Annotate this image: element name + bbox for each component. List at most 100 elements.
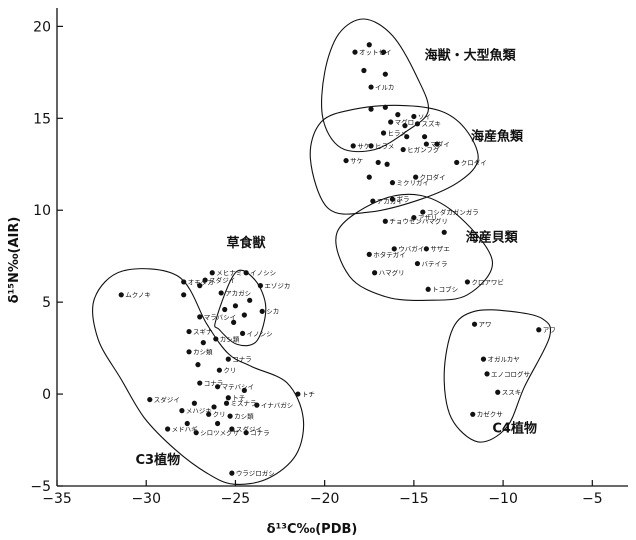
point-label: トチ <box>232 394 245 402</box>
group-outlines <box>92 18 552 485</box>
point-label: スギナ <box>193 328 213 336</box>
data-point <box>147 396 153 403</box>
group-label: 海獣・大型魚類 <box>425 47 517 63</box>
y-tick-label: 10 <box>33 203 51 219</box>
data-point <box>225 395 231 401</box>
data-point <box>186 349 192 355</box>
point-label: マラバシイ <box>204 313 236 321</box>
data-point <box>375 159 381 166</box>
point-label: トコブシ <box>432 285 458 294</box>
data-point <box>229 426 235 432</box>
point-label: コナラ <box>250 429 269 437</box>
point-label: スダジイ <box>209 275 235 284</box>
data-point <box>404 134 410 140</box>
data-point <box>186 328 192 335</box>
group-outline <box>214 269 267 347</box>
data-point <box>420 209 426 215</box>
data-point <box>471 321 478 327</box>
point-label: カシ類 <box>220 334 240 343</box>
point-label: ミクリガイ <box>396 178 429 187</box>
point-label: バテイラ <box>421 260 447 268</box>
x-tick-label: −35 <box>42 491 72 507</box>
data-point <box>184 420 190 427</box>
point-label: ボラ <box>396 196 409 204</box>
data-point <box>193 430 199 436</box>
data-point <box>372 270 378 276</box>
data-point <box>413 174 419 180</box>
point-label: トチ <box>302 390 315 398</box>
point-label: メヒナミ <box>216 269 242 277</box>
group-label: 海産貝類 <box>466 229 519 245</box>
data-point <box>231 319 237 325</box>
data-point <box>536 327 542 333</box>
point-label: オモダカ <box>188 277 214 286</box>
data-point <box>181 279 187 285</box>
point-label: アワ <box>543 326 556 334</box>
data-point <box>380 130 387 136</box>
data-point <box>181 292 187 298</box>
x-tick-label: −30 <box>131 491 161 507</box>
y-tick-label: 20 <box>33 19 51 35</box>
data-point <box>241 312 247 318</box>
data-point <box>423 246 429 252</box>
data-point <box>395 112 401 118</box>
point-label: ヒガンフグ <box>407 145 440 154</box>
data-point <box>470 411 476 417</box>
point-label: ススキ <box>502 389 521 397</box>
point-label: アカガイ <box>377 196 403 205</box>
y-axis-label: δ¹⁵N‰(AIR) <box>7 217 22 304</box>
data-point <box>222 306 228 313</box>
data-point <box>389 196 396 202</box>
data-point <box>382 104 388 110</box>
point-label: マテバシイ <box>222 383 255 391</box>
point-label: クロアワビ <box>471 277 504 286</box>
point-label: シロツメグサ <box>200 428 239 437</box>
y-tick-label: −5 <box>30 479 51 495</box>
data-point <box>425 286 431 292</box>
data-point <box>421 134 428 140</box>
data-point <box>380 49 387 55</box>
data-point <box>247 297 253 303</box>
data-point <box>366 42 372 48</box>
data-point <box>382 218 388 224</box>
point-label: コナラ <box>232 356 252 364</box>
point-label: メハジキ <box>186 407 212 415</box>
data-point <box>368 84 374 90</box>
data-point <box>414 260 421 267</box>
data-point <box>206 411 212 417</box>
data-point <box>211 404 217 410</box>
point-label: ミズナラ <box>231 399 257 408</box>
data-point <box>411 113 417 120</box>
point-label: カゼクサ <box>477 410 503 419</box>
data-point <box>391 246 397 252</box>
data-point <box>232 303 239 309</box>
point-label: ホタテガイ <box>373 250 406 259</box>
data-point <box>202 277 208 283</box>
data-point <box>179 408 185 414</box>
x-axis-label: δ¹³C‰(PDB) <box>267 522 358 537</box>
point-label: スダジイ <box>236 424 262 433</box>
x-tick-label: −25 <box>221 491 251 507</box>
point-label: アサリ <box>418 214 438 222</box>
point-label: マグロ <box>395 117 415 126</box>
data-point <box>225 356 231 362</box>
point-label: メドハギ <box>172 425 199 433</box>
data-point <box>213 336 219 342</box>
y-tick-label: 5 <box>42 295 51 311</box>
data-point <box>400 146 406 153</box>
point-label: マダイ <box>430 139 450 148</box>
data-point <box>243 270 249 276</box>
data-point <box>165 426 171 432</box>
point-label: チョウセンハマグリ <box>389 217 448 226</box>
y-tick-label: 0 <box>42 387 51 403</box>
data-point <box>214 420 221 427</box>
data-point <box>411 214 417 221</box>
group-outline <box>309 104 479 215</box>
point-label: ヒラメ <box>388 129 407 137</box>
point-label: オガルカヤ <box>487 355 519 364</box>
group-label: C4植物 <box>492 421 537 437</box>
point-label: スダジイ <box>154 395 180 404</box>
data-point <box>191 400 197 406</box>
data-point <box>484 371 490 377</box>
